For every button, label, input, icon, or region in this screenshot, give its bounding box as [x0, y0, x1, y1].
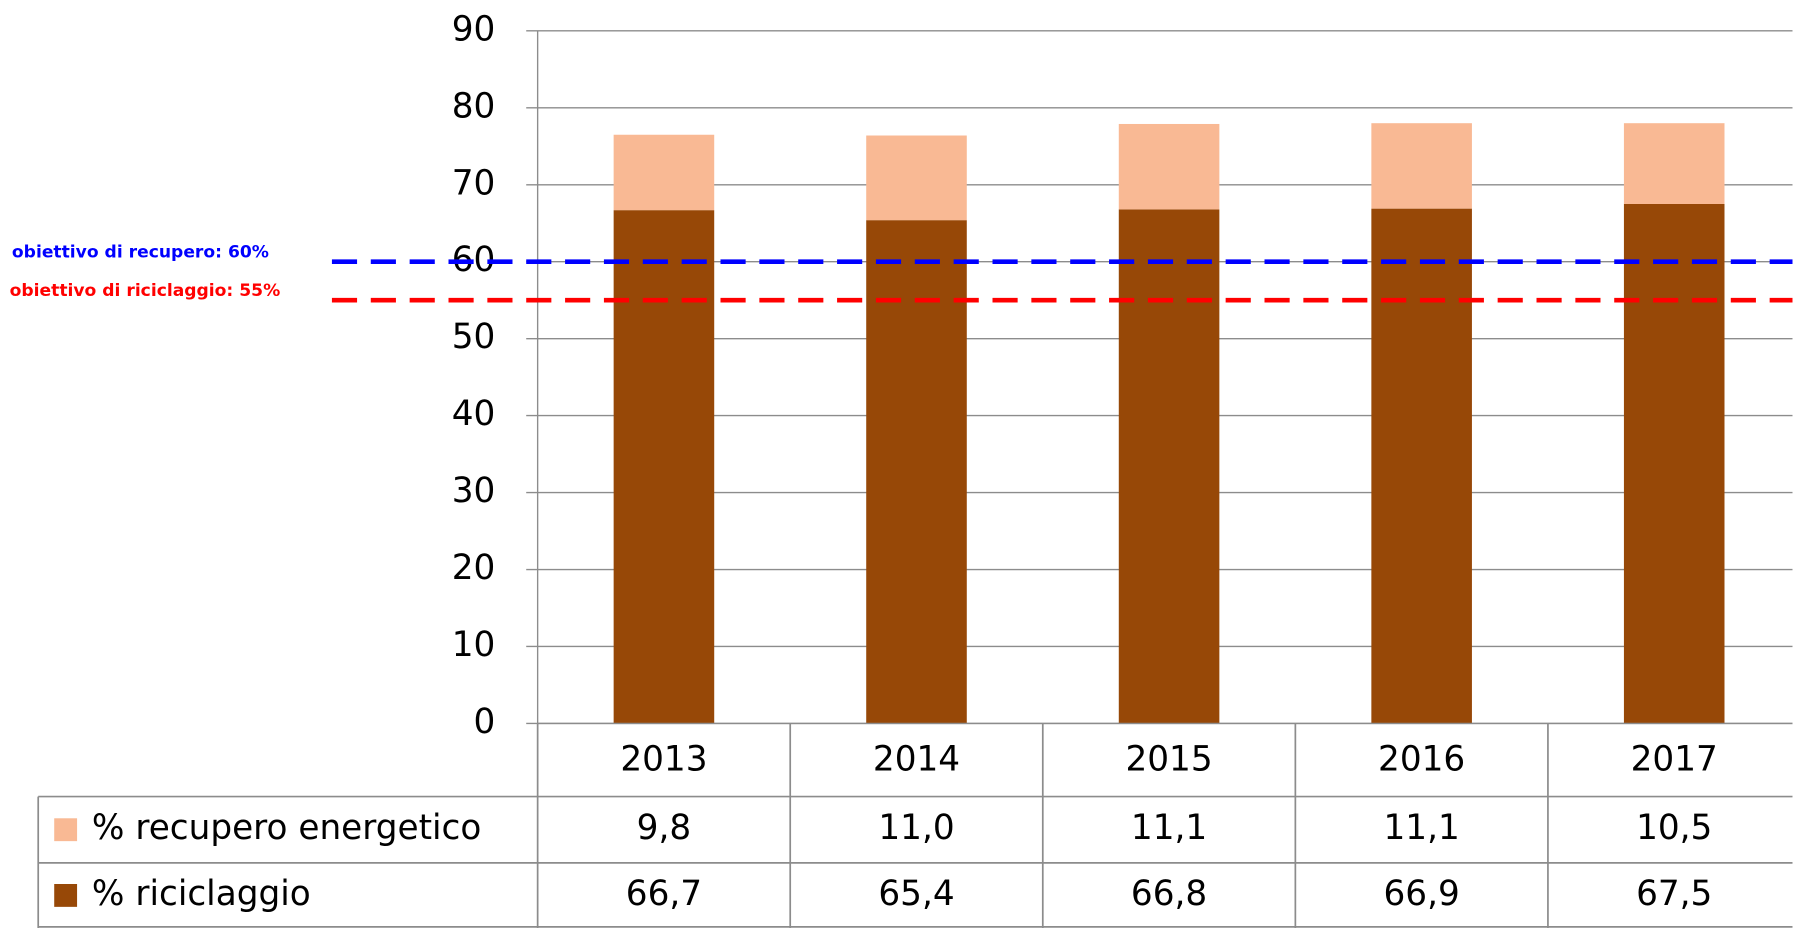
y-tick-label: 40: [452, 394, 496, 434]
legend-swatch: [54, 884, 78, 907]
y-tick-label: 0: [474, 702, 496, 742]
x-tick-label: 2015: [1125, 740, 1212, 780]
y-tick-label: 50: [452, 317, 496, 357]
legend-swatch: [54, 818, 78, 842]
table-value: 11,1: [1131, 808, 1207, 848]
bar-segment: [866, 135, 967, 221]
bar-segment: [1623, 123, 1725, 204]
bar-segment: [1118, 209, 1220, 724]
y-tick-label: 80: [452, 86, 496, 126]
y-tick-label: 20: [452, 548, 496, 588]
bar-segment: [613, 134, 715, 211]
x-tick-label: 2014: [873, 740, 960, 780]
table-value: 10,5: [1636, 808, 1712, 848]
x-tick-label: 2017: [1631, 740, 1718, 780]
x-tick-label: 2013: [620, 740, 707, 780]
reference-label: obiettivo di recupero: 60%: [12, 243, 269, 263]
table-value: 66,7: [626, 874, 702, 914]
bar-segment: [1623, 204, 1725, 724]
table-value: 11,1: [1383, 808, 1459, 848]
y-tick-label: 10: [452, 625, 496, 665]
y-tick-label: 90: [452, 9, 496, 49]
table-value: 11,0: [878, 808, 954, 848]
x-tick-label: 2016: [1378, 740, 1465, 780]
y-tick-label: 30: [452, 471, 496, 511]
table-value: 67,5: [1636, 874, 1712, 914]
bar-segment: [1118, 123, 1220, 210]
reference-label: obiettivo di riciclaggio: 55%: [10, 281, 281, 301]
legend-label: % riciclaggio: [92, 874, 311, 914]
bar-segment: [866, 220, 967, 724]
table-value: 65,4: [878, 874, 954, 914]
bar-segment: [1371, 123, 1472, 209]
table-value: 9,8: [637, 808, 692, 848]
bar-segment: [613, 210, 715, 724]
table-value: 66,9: [1383, 874, 1459, 914]
table-value: 66,8: [1131, 874, 1207, 914]
y-tick-label: 70: [452, 163, 496, 203]
legend-label: % recupero energetico: [92, 808, 481, 848]
bar-segment: [1371, 208, 1472, 724]
